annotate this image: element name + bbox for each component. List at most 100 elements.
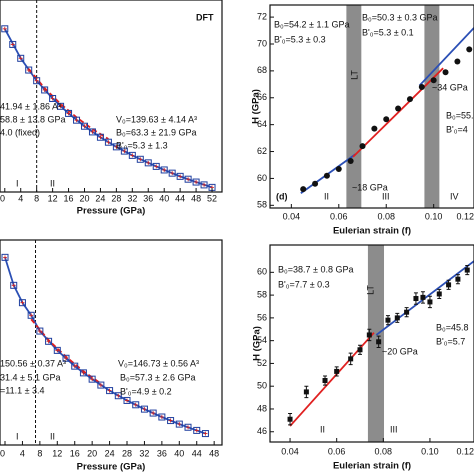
x-tick-label: 4: [18, 193, 23, 203]
band: [346, 5, 362, 208]
data-point: [49, 94, 57, 102]
data-point-cross: [133, 402, 138, 407]
fit-line: [352, 67, 444, 158]
data-point: [158, 413, 166, 421]
y-tick-label: 46: [257, 426, 267, 436]
data-point: [176, 172, 184, 180]
data-point-cross: [90, 377, 95, 382]
annotation: LT: [349, 70, 359, 80]
data-point-cross: [107, 388, 112, 393]
data-point: [62, 354, 70, 362]
x-tick-label: 0.06: [330, 211, 348, 221]
data-point: [300, 186, 307, 193]
data-point: [184, 175, 192, 183]
data-point-cross: [170, 171, 175, 176]
x-tick-label: 36: [143, 193, 153, 203]
data-point: [366, 332, 372, 338]
data-point: [430, 77, 437, 84]
data-point: [323, 172, 330, 179]
data-point-cross: [168, 418, 173, 423]
data-point-cross: [74, 118, 79, 123]
data-point-cross: [58, 104, 63, 109]
y-tick-label: 50: [257, 381, 267, 391]
data-point: [152, 162, 160, 170]
x-tick-label: 16: [70, 448, 80, 458]
annotation: II: [50, 178, 55, 188]
data-point: [65, 109, 73, 117]
annotation: II: [320, 424, 325, 434]
data-point-cross: [90, 129, 95, 134]
data-point: [132, 401, 140, 409]
data-point: [36, 327, 44, 335]
data-point: [446, 282, 452, 288]
annotation: 58.8 ± 13.8 GPa: [0, 114, 65, 124]
data-point-cross: [55, 348, 60, 353]
data-point: [418, 84, 425, 91]
y-tick-label: 48: [257, 403, 267, 413]
x-tick-label: 44: [192, 448, 202, 458]
data-point-cross: [202, 182, 207, 187]
data-point-cross: [42, 87, 47, 92]
annotation: ~20 GPa: [382, 346, 418, 356]
annotation: 41.94 ± 1.86 A³: [0, 101, 61, 111]
y-tick-label: 60: [257, 267, 267, 277]
annotation: IV: [450, 191, 459, 201]
data-point-cross: [81, 370, 86, 375]
data-point: [160, 166, 168, 174]
annotation: B'₀=4: [446, 124, 468, 134]
y-tick-label: 68: [257, 65, 267, 75]
data-point: [455, 276, 461, 282]
x-tick-label: 0.06: [328, 446, 346, 456]
data-point: [1, 253, 9, 261]
annotation: ~18 GPa: [352, 182, 388, 192]
data-point-cross: [146, 160, 151, 165]
y-tick-label: 62: [257, 146, 267, 156]
x-tick-label: 0.04: [283, 211, 301, 221]
x-tick-label: 8: [34, 193, 39, 203]
annotation: B₀=38.7 ± 0.8 GPa: [278, 264, 353, 274]
fit-line: [418, 27, 474, 87]
x-tick-label: 0.12: [456, 446, 474, 456]
annotation: LT: [365, 285, 375, 295]
data-point: [10, 281, 18, 289]
data-point: [120, 147, 128, 155]
x-tick-label: 20: [79, 193, 89, 203]
x-tick-label: 52: [207, 193, 217, 203]
x-tick-label: 16: [64, 193, 74, 203]
data-point-cross: [130, 153, 135, 158]
data-point-cross: [125, 398, 130, 403]
data-point: [106, 387, 114, 395]
axes-frame: [0, 0, 223, 193]
data-point: [406, 96, 413, 103]
annotation: 4.0 (fixed): [0, 127, 40, 137]
data-point: [97, 381, 105, 389]
x-tick-label: 48: [209, 448, 219, 458]
data-point-cross: [11, 283, 16, 288]
y-tick-label: 58: [257, 200, 267, 210]
data-point: [184, 423, 192, 431]
data-point-cross: [3, 255, 8, 260]
x-tick-label: 0.08: [375, 446, 393, 456]
data-point-cross: [194, 428, 199, 433]
data-point: [41, 86, 49, 94]
data-point-cross: [50, 96, 55, 101]
annotation: V₀=139.63 ± 4.14 A³: [116, 114, 197, 124]
annotation: III: [382, 191, 390, 201]
annotation: B₀=55.9: [446, 110, 474, 120]
data-point: [436, 291, 442, 297]
y-tick-label: 72: [257, 11, 267, 21]
annotation: B₀=63.3 ± 21.9 GPa: [116, 127, 196, 137]
y-tick-label: 56: [257, 312, 267, 322]
x-tick-label: 0.10: [425, 211, 443, 221]
data-point: [112, 143, 120, 151]
data-point: [335, 166, 342, 173]
data-point: [140, 405, 148, 413]
x-axis-label: Pressure (GPa): [77, 206, 146, 217]
data-point: [201, 430, 209, 438]
data-point: [33, 77, 41, 85]
x-tick-label: 28: [122, 448, 132, 458]
data-point: [404, 309, 410, 315]
annotation: B₀=50.3 ± 0.3 GPa: [362, 12, 437, 22]
x-tick-label: 28: [111, 193, 121, 203]
